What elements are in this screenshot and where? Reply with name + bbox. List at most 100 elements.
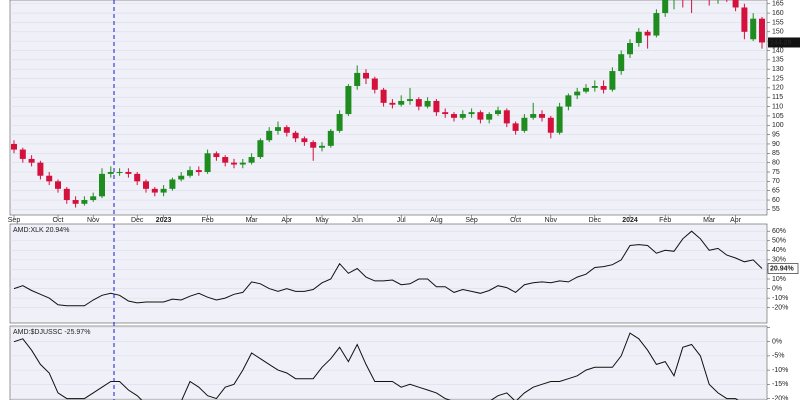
y-tick-label: 90 [772, 141, 780, 148]
candle-body [222, 157, 229, 163]
value-label: 20.94% [770, 265, 795, 272]
candle-body [609, 71, 616, 90]
candle-body [239, 162, 246, 165]
y-tick-label: 130 [772, 66, 784, 73]
xlk-panel [9, 223, 768, 324]
x-tick-label: Feb [202, 217, 214, 224]
candle-body [495, 110, 501, 115]
x-tick-label: Apr [281, 217, 293, 224]
candle-body [574, 91, 581, 96]
candle-body [503, 110, 510, 124]
candle-body [415, 99, 422, 107]
candle-body [459, 114, 466, 118]
candle-body [125, 172, 132, 174]
y-tick-label: -5% [772, 353, 784, 360]
y-tick-label: 105 [772, 113, 784, 120]
x-tick-label: Jun [352, 217, 363, 224]
candle-body [134, 173, 141, 182]
candle-body [627, 43, 633, 55]
y-tick-label: -20% [772, 305, 788, 312]
y-tick-label: 165 [772, 1, 784, 8]
candle-body [371, 78, 378, 90]
x-tick-label: Aug [430, 217, 443, 224]
panel-marks [10, 327, 767, 400]
candle-body [442, 112, 449, 115]
candle-body [662, 0, 669, 14]
y-tick-label: 0% [772, 285, 782, 292]
x-tick-label: Oct [510, 217, 521, 224]
layer: 55 60 65 70 75 80 85 90 95 100 105 110 115 120 125 130 1… [8, 0, 800, 400]
candle-body [618, 54, 625, 72]
candle-body [292, 132, 299, 139]
candle-body [169, 179, 176, 189]
candle-body [195, 170, 202, 172]
candle-body [468, 112, 475, 115]
candle-body [143, 181, 149, 189]
candle-body [635, 31, 642, 43]
candle-body [345, 86, 352, 115]
candle-body [653, 13, 660, 36]
candle-body [213, 153, 220, 158]
candle-body [600, 86, 607, 90]
candle-body [583, 87, 589, 92]
candle-body [565, 95, 572, 107]
x-tick-label: Dec [131, 217, 144, 224]
candle-body [204, 153, 211, 172]
x-tick-label: Sep [465, 217, 478, 224]
candle-body [433, 100, 440, 113]
x-tick-label: Dec [589, 217, 602, 224]
candle-body [319, 145, 325, 148]
y-tick-label: 55 [772, 206, 780, 213]
candle-body [11, 143, 17, 150]
candle-body [380, 89, 387, 103]
x-tick-label: Nov [545, 217, 558, 224]
candle-body [28, 158, 35, 163]
candle-body [644, 31, 651, 36]
y-tick-label: 125 [772, 75, 784, 82]
djussc-panel [9, 325, 768, 400]
candle-body [732, 0, 739, 8]
candle-body [354, 72, 361, 86]
candle-body [116, 172, 123, 173]
candle-body [46, 175, 53, 182]
candle-body [160, 188, 167, 193]
candle-body [231, 162, 237, 165]
candle-body [99, 173, 105, 197]
candle-body [521, 117, 528, 131]
candle-body [266, 130, 273, 141]
candle-body [301, 138, 308, 143]
candle-body [512, 123, 519, 131]
line [13, 230, 763, 307]
price-badge [768, 37, 800, 48]
y-tick-label: 100 [772, 122, 784, 129]
candle-body [389, 102, 396, 105]
candle-body [248, 157, 255, 163]
y-tick-label: -15% [772, 381, 788, 388]
x-tick-label: Oct [53, 217, 64, 224]
y-tick-label: 10% [772, 276, 786, 283]
y-tick-label: 80 [772, 159, 780, 166]
x-tick-label: Apr [730, 217, 742, 224]
y-tick-label: 120 [772, 85, 784, 92]
panel-marks [10, 0, 767, 210]
candle-body [55, 181, 61, 189]
candle-body [759, 18, 765, 43]
x-tick-label: Sep [8, 217, 21, 224]
candle-body [257, 140, 264, 158]
candle-body [90, 196, 97, 201]
candle-body [327, 130, 334, 146]
value-badge [767, 263, 799, 274]
x-tick-label: Jul [397, 217, 406, 224]
y-tick-label: 95 [772, 131, 780, 138]
candle-body [19, 149, 26, 159]
candle-body [530, 114, 537, 118]
y-tick-label: -10% [772, 367, 788, 374]
y-tick-label: 160 [772, 10, 784, 17]
x-tick-label: Mar [703, 217, 716, 224]
candle-body [107, 172, 114, 174]
candle-body [336, 114, 343, 131]
candle-body [310, 142, 317, 148]
candle-body [451, 114, 457, 118]
candle-body [477, 112, 484, 120]
candle-body [81, 200, 88, 204]
